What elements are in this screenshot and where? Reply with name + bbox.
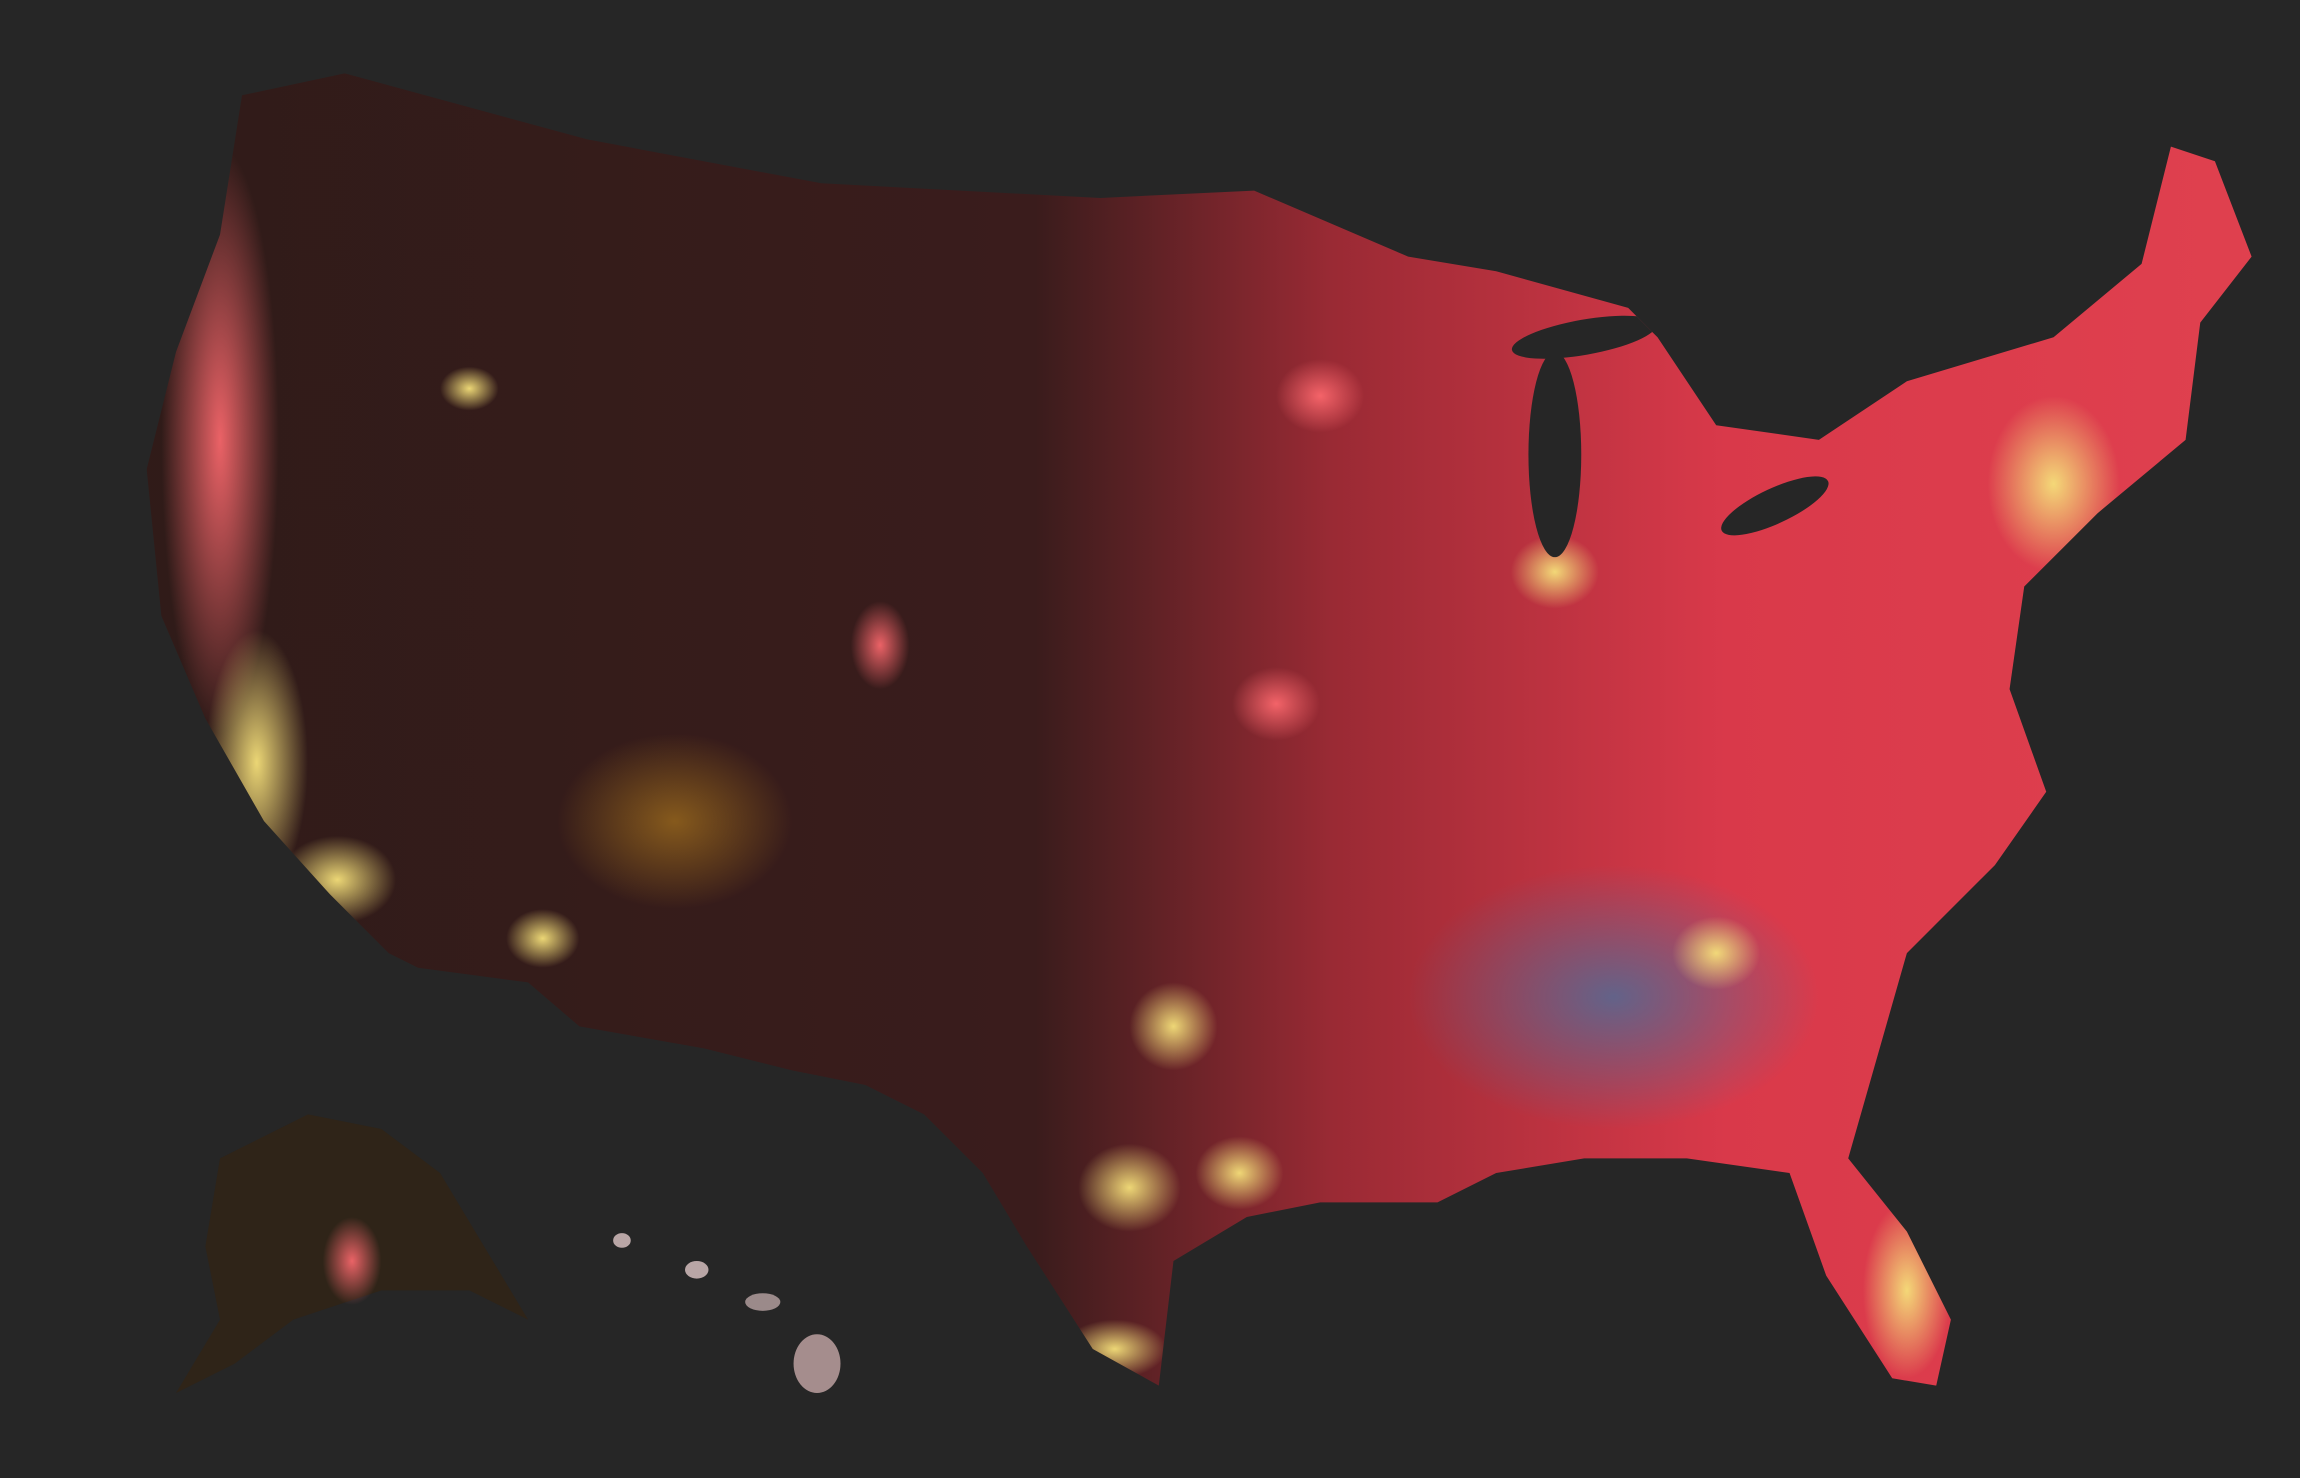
city-glow — [1987, 395, 2120, 572]
city-glow — [1195, 1136, 1284, 1210]
lake — [1528, 351, 1582, 558]
island — [793, 1334, 841, 1393]
city-glow — [278, 835, 397, 924]
city-glow — [1232, 667, 1321, 741]
city-glow — [322, 1217, 382, 1305]
city-glow — [1129, 982, 1218, 1071]
alaska — [176, 1114, 529, 1393]
island — [745, 1293, 781, 1311]
island — [613, 1233, 631, 1248]
lake — [1721, 476, 1829, 536]
city-glow — [1078, 1143, 1181, 1232]
city-glow — [1276, 359, 1365, 433]
southeast-region — [1408, 865, 1819, 1130]
city-glow — [1063, 1319, 1167, 1379]
hawaii — [613, 1233, 841, 1393]
city-glow — [1862, 1202, 1951, 1379]
city-glow — [506, 909, 580, 968]
southwest-region — [557, 733, 793, 910]
city-glow — [1672, 916, 1761, 990]
island — [685, 1260, 709, 1279]
california — [205, 630, 309, 895]
lake — [1511, 315, 1657, 359]
city-glow — [1510, 535, 1599, 609]
city-glow — [440, 366, 499, 411]
city-glow — [850, 601, 910, 690]
